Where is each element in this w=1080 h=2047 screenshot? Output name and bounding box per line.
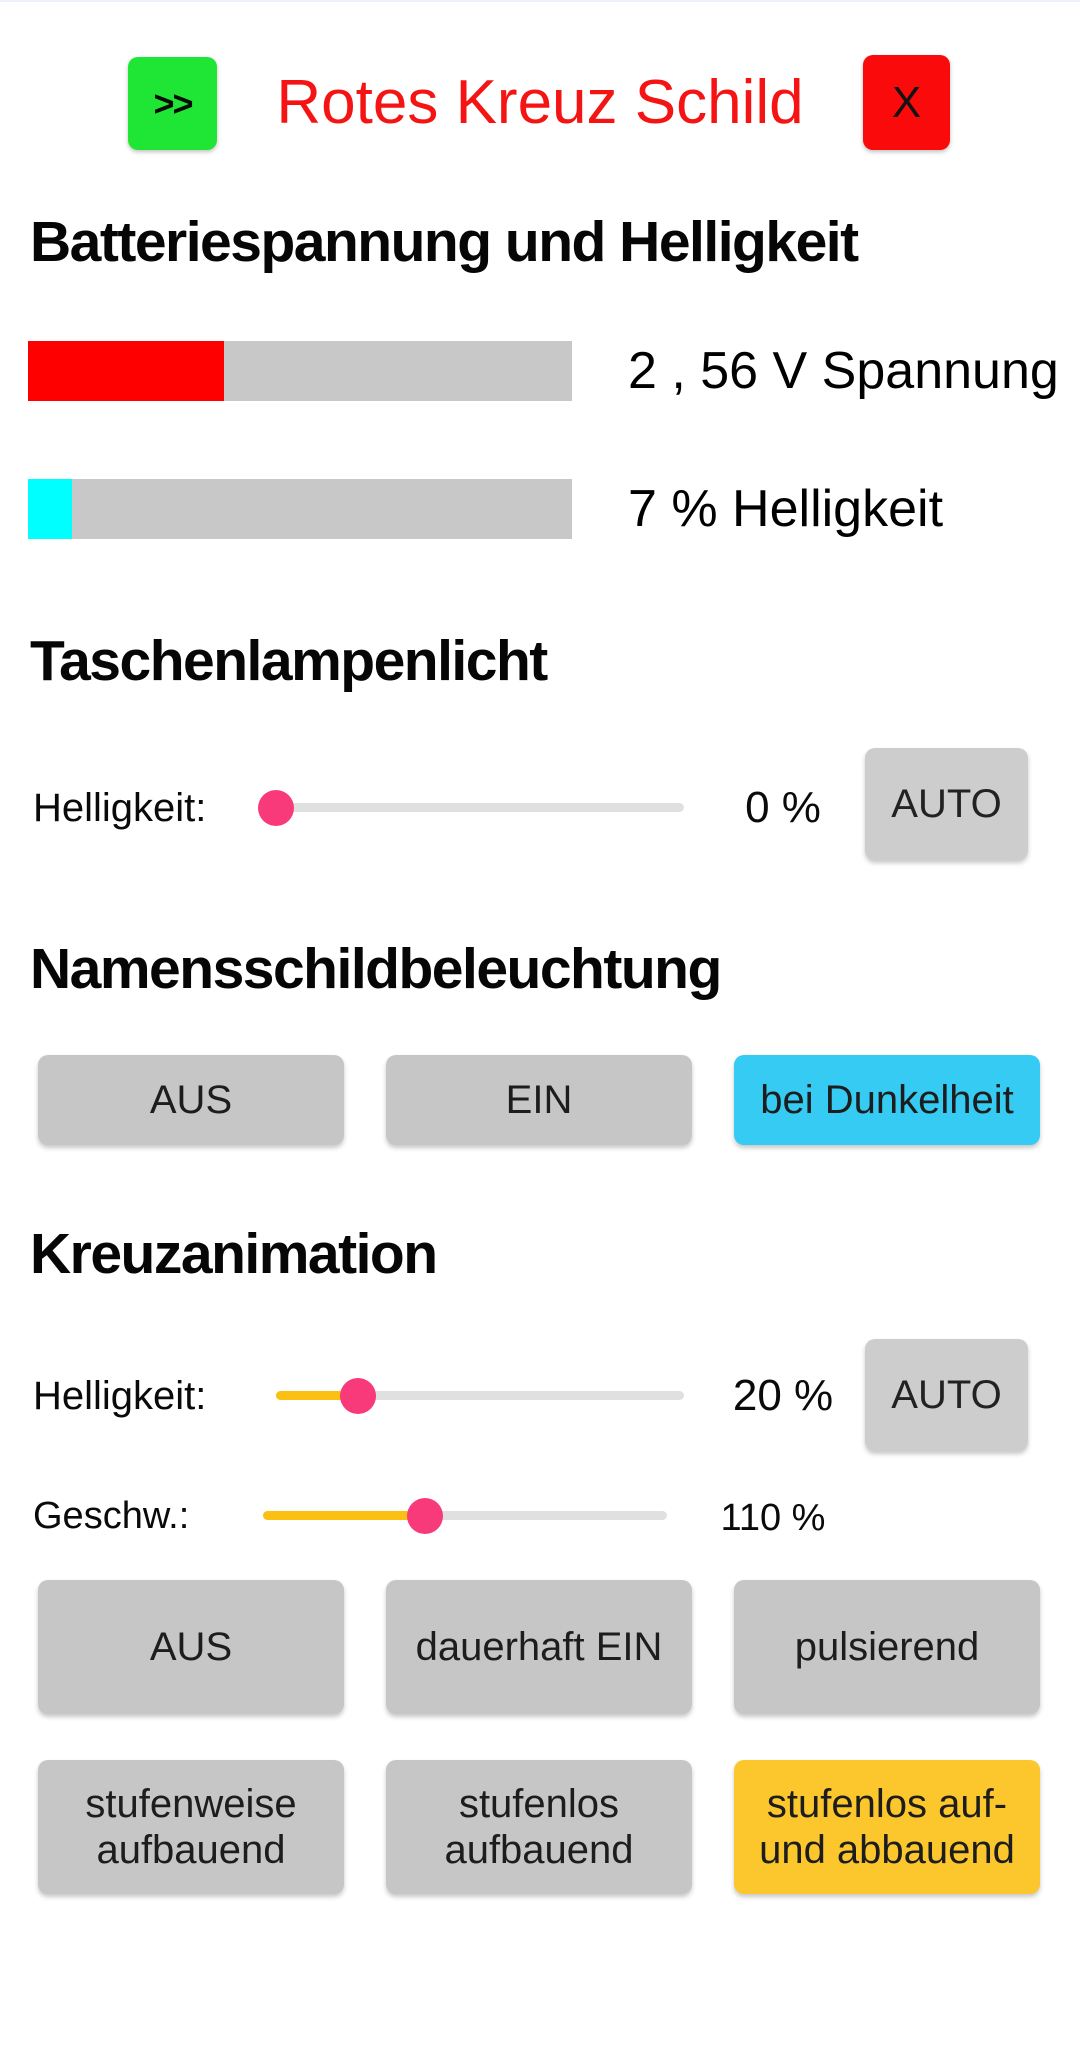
cross-speed-slider-thumb[interactable]	[406, 1497, 443, 1534]
flashlight-slider-thumb[interactable]	[258, 789, 294, 826]
flashlight-brightness-value: 0 %	[745, 783, 821, 832]
flashlight-auto-button[interactable]: AUTO	[865, 748, 1028, 860]
ambient-brightness-progress-fill	[28, 479, 72, 539]
cross-brightness-slider[interactable]	[276, 1377, 684, 1414]
cross-mode-continuous-up-button[interactable]: stufenlos aufbauend	[386, 1760, 692, 1894]
cross-brightness-auto-button[interactable]: AUTO	[865, 1339, 1028, 1451]
nameplate-on-button[interactable]: EIN	[386, 1055, 692, 1145]
voltage-progress-fill	[28, 341, 224, 401]
cross-mode-stepwise-up-button[interactable]: stufenweise aufbauend	[38, 1760, 344, 1894]
nameplate-section-heading: Namensschildbeleuchtung	[30, 937, 722, 1001]
close-button[interactable]: X	[863, 55, 950, 150]
cross-mode-permanent-on-button[interactable]: dauerhaft EIN	[386, 1580, 692, 1714]
nameplate-off-button[interactable]: AUS	[38, 1055, 344, 1145]
cross-speed-slider[interactable]	[263, 1497, 667, 1534]
cross-speed-value: 110 %	[720, 1497, 826, 1539]
battery-section-heading: Batteriespannung und Helligkeit	[30, 210, 859, 274]
voltage-value-label: 2 , 56 V Spannung	[628, 342, 1059, 400]
flashlight-section-heading: Taschenlampenlicht	[30, 629, 548, 693]
cross-brightness-label: Helligkeit:	[33, 1374, 207, 1418]
cross-speed-label: Geschw.:	[33, 1495, 190, 1537]
cross-section-heading: Kreuzanimation	[30, 1222, 438, 1286]
flashlight-brightness-label: Helligkeit:	[33, 786, 207, 830]
ambient-brightness-progress-bar	[28, 479, 572, 539]
cross-brightness-slider-fill	[276, 1391, 358, 1400]
flashlight-brightness-slider[interactable]	[258, 789, 684, 826]
page-title: Rotes Kreuz Schild	[276, 68, 804, 137]
ambient-brightness-value-label: 7 % Helligkeit	[628, 480, 944, 538]
expand-button[interactable]: >>	[128, 57, 217, 150]
cross-mode-off-button[interactable]: AUS	[38, 1580, 344, 1714]
cross-brightness-slider-thumb[interactable]	[339, 1377, 376, 1414]
cross-speed-slider-fill	[263, 1511, 425, 1520]
cross-mode-continuous-up-down-button[interactable]: stufenlos auf- und abbauend	[734, 1760, 1040, 1894]
cross-mode-pulsing-button[interactable]: pulsierend	[734, 1580, 1040, 1714]
voltage-progress-bar	[28, 341, 572, 401]
cross-brightness-value: 20 %	[732, 1371, 834, 1420]
nameplate-darkness-button[interactable]: bei Dunkelheit	[734, 1055, 1040, 1145]
